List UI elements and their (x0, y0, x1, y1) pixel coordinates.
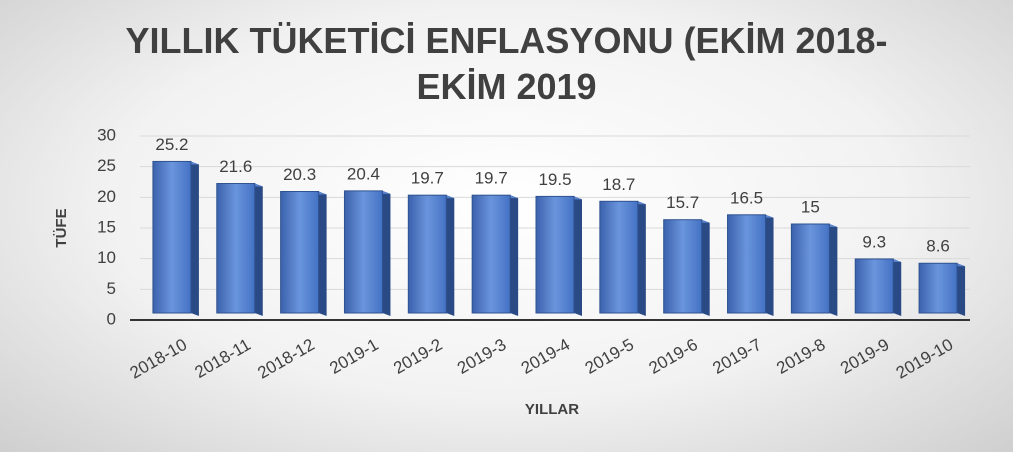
data-label: 19.7 (411, 169, 444, 188)
y-tick-label: 10 (97, 248, 116, 267)
bar (727, 214, 767, 314)
chart-title: YILLIK TÜKETİCİ ENFLASYONU (EKİM 2018-EK… (125, 20, 888, 107)
bar-side (701, 219, 710, 316)
bar-side (446, 195, 455, 316)
x-tick-label: 2019-5 (582, 335, 637, 378)
y-axis-label: TÜFE (53, 208, 70, 247)
x-tick-label: 2019-3 (454, 335, 509, 378)
bar (216, 183, 256, 314)
y-tick-label: 15 (97, 217, 116, 236)
data-label: 18.7 (602, 175, 635, 194)
x-tick-label: 2019-6 (646, 335, 701, 378)
bar (343, 190, 383, 314)
bar (407, 194, 447, 314)
bar-side (318, 191, 327, 316)
bar-side (254, 183, 263, 316)
bar (918, 262, 958, 314)
x-tick-label: 2019-4 (518, 335, 573, 378)
x-tick-label: 2019-2 (390, 335, 445, 378)
bar-side (637, 201, 646, 316)
bar-side (190, 161, 199, 316)
x-tick-label: 2018-11 (192, 335, 254, 382)
bar-side (829, 224, 838, 316)
bar (663, 219, 703, 314)
bar (535, 195, 575, 314)
data-label: 8.6 (926, 237, 950, 256)
bar (152, 160, 192, 314)
x-tick-label: 2019-9 (837, 335, 892, 378)
y-tick-label: 30 (97, 125, 116, 144)
y-tick-label: 20 (97, 187, 116, 206)
data-label: 9.3 (862, 232, 886, 251)
x-tick-label: 2018-12 (254, 335, 318, 383)
bar (280, 190, 320, 314)
bar-side (382, 190, 391, 316)
bar (471, 194, 511, 314)
data-label: 15 (801, 197, 820, 216)
x-tick-label: 2019-1 (326, 335, 381, 378)
y-tick-label: 5 (107, 279, 116, 298)
x-tick-label: 2019-8 (773, 335, 828, 378)
data-label: 20.4 (347, 164, 380, 183)
bar (854, 258, 894, 314)
data-label: 25.2 (155, 135, 188, 154)
data-label: 20.3 (283, 165, 316, 184)
y-tick-label: 0 (107, 309, 116, 328)
bar-side (893, 258, 902, 316)
data-label: 19.5 (538, 170, 571, 189)
x-tick-label: 2019-7 (709, 335, 764, 378)
data-label: 16.5 (730, 188, 763, 207)
bar (599, 200, 639, 314)
bar-side (957, 263, 966, 316)
data-label: 15.7 (666, 193, 699, 212)
y-tick-label: 25 (97, 156, 116, 175)
data-label: 19.7 (475, 169, 508, 188)
x-axis-label: YILLAR (525, 401, 579, 418)
data-label: 21.6 (219, 157, 252, 176)
x-tick-label: 2018-10 (127, 335, 191, 383)
bar-side (765, 214, 774, 316)
x-tick-label: 2019-10 (893, 335, 957, 383)
bar (790, 223, 830, 314)
bar-side (510, 195, 519, 316)
bar-side (574, 196, 582, 316)
